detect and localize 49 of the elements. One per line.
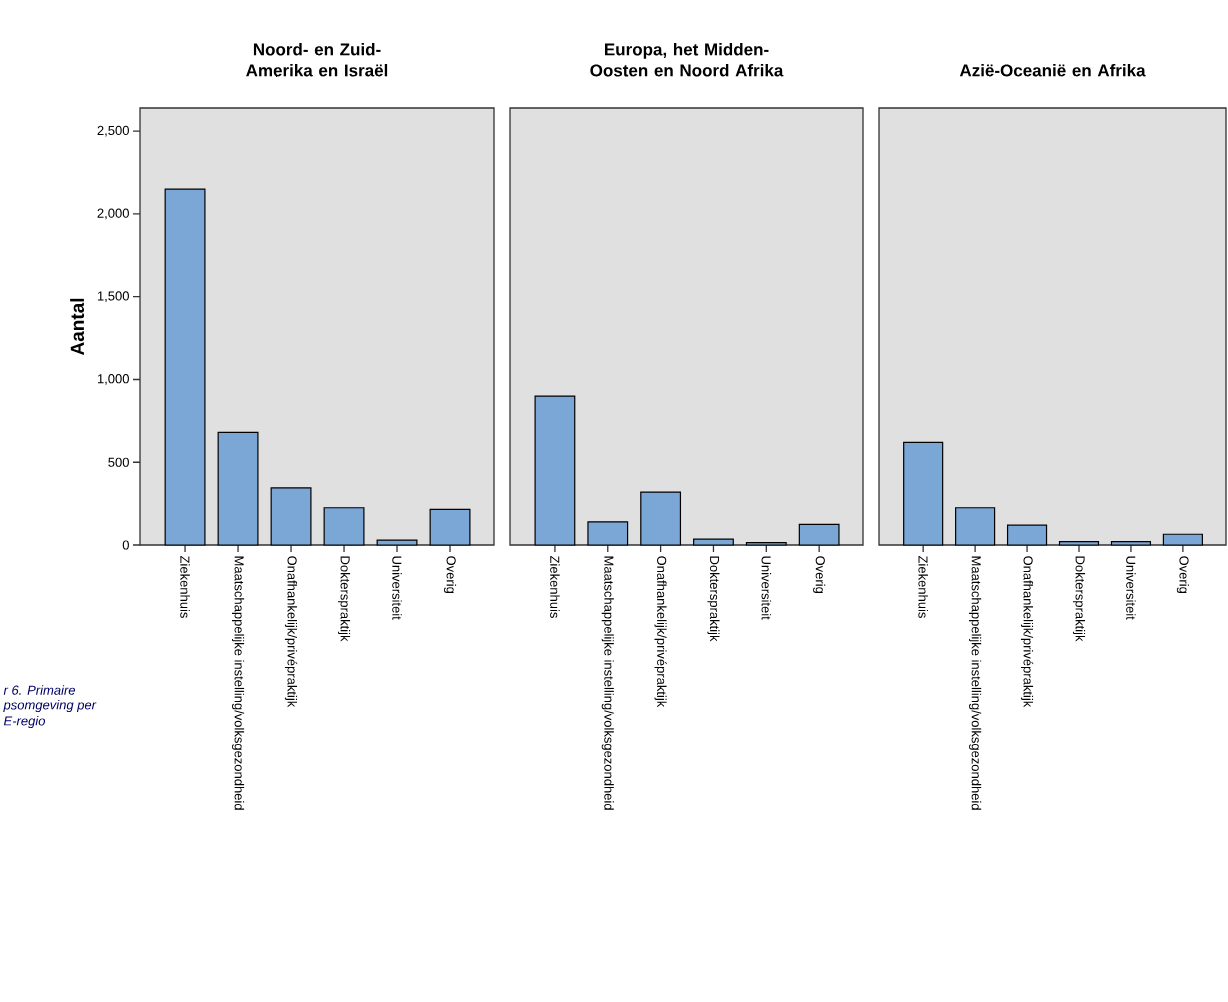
- x-tick-label: Maatschappelijke instelling/volksgezondheid: [231, 556, 245, 810]
- y-tick-label: 500: [108, 457, 129, 467]
- y-axis-title: Aantal: [70, 298, 85, 356]
- x-tick-label: Universiteit: [761, 556, 772, 620]
- bar: [164, 188, 206, 546]
- y-tick-label: 2,500: [97, 125, 129, 137]
- y-tick-label: 1,500: [97, 291, 129, 303]
- x-tick-label: Universiteit: [1126, 556, 1136, 620]
- y-tick-label: 2,000: [97, 208, 129, 220]
- x-tick-label: Overig: [443, 556, 457, 593]
- x-tick-label: Overig: [1176, 556, 1189, 593]
- x-tick-label: Onafhankelijk/privépraktijk: [1020, 556, 1034, 708]
- bar: [534, 395, 576, 546]
- bar: [798, 523, 840, 546]
- bar: [640, 491, 682, 546]
- bar: [323, 507, 365, 546]
- bar: [1110, 541, 1152, 546]
- x-tick-label: Onafhankelijk/privépraktijk: [284, 556, 298, 708]
- bar: [1162, 533, 1203, 546]
- x-tick-label: Dokterspraktijk: [1072, 556, 1086, 642]
- x-tick-label: Dokterspraktijk: [707, 556, 720, 642]
- bar: [1006, 524, 1048, 546]
- bar: [429, 508, 471, 546]
- bar: [693, 538, 734, 546]
- text: E-regio: [3, 715, 46, 729]
- bar: [217, 431, 259, 546]
- bar: [587, 521, 629, 546]
- x-tick-label: Universiteit: [392, 556, 402, 620]
- x-tick-label: Ziekenhuis: [918, 555, 928, 618]
- bar: [376, 539, 418, 546]
- bar: [270, 487, 312, 546]
- x-tick-label: Dokterspraktijk: [337, 556, 351, 642]
- chart-title: Noord- en Zuid-Amerika en Israël: [246, 43, 388, 77]
- x-tick-label: Maatschappelijke instelling/volksgezondheid: [969, 556, 982, 810]
- x-tick-label: Overig: [813, 556, 826, 593]
- bar: [955, 507, 996, 546]
- y-tick-label: 0: [122, 540, 129, 550]
- text: psomgeving per: [3, 699, 97, 713]
- x-tick-label: Onafhankelijk/privépraktijk: [654, 556, 667, 708]
- y-tick-label: 1,000: [97, 374, 129, 385]
- chart-title: Europa, het Midden-Oosten en Noord Afrika: [590, 43, 784, 77]
- x-tick-label: Maatschappelijke instelling/volksgezondheid: [601, 556, 614, 810]
- x-tick-label: Ziekenhuis: [550, 555, 560, 618]
- text: r 6. Primaire: [3, 685, 76, 695]
- chart-title: Azië-Oceanië en Afrika: [959, 64, 1146, 77]
- bar: [903, 441, 944, 546]
- x-tick-label: Ziekenhuis: [180, 555, 190, 618]
- bar: [1058, 541, 1100, 546]
- bar: [745, 541, 787, 546]
